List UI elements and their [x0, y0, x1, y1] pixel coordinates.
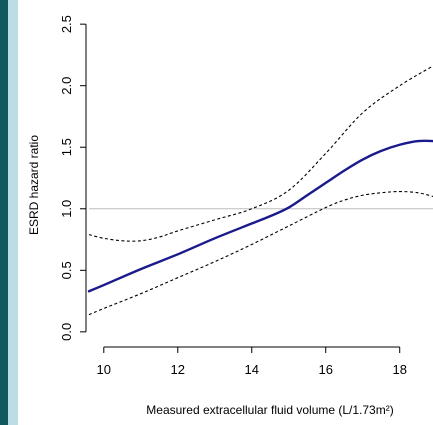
x-tick-label: 12 [171, 362, 185, 377]
x-tick-label: 18 [392, 362, 406, 377]
lower-ci-line [88, 190, 433, 316]
y-axis-title: ESRD hazard ratio [27, 135, 41, 235]
y-tick-label: 2.0 [59, 77, 74, 95]
y-tick-label: 1.5 [59, 138, 74, 156]
x-tick-label: 14 [245, 362, 259, 377]
y-tick-label: 1.0 [59, 200, 74, 218]
y-tick-label: 0.0 [59, 323, 74, 341]
x-tick-label: 10 [97, 362, 111, 377]
y-tick-label: 0.5 [59, 261, 74, 279]
hazard-ratio-curve [87, 139, 433, 293]
x-axis-title: Measured extracellular fluid volume (L/1… [146, 403, 393, 417]
upper-ci-line [88, 65, 433, 242]
x-tick-label: 16 [318, 362, 332, 377]
y-tick-label: 2.5 [59, 15, 74, 33]
frame-band-light [8, 0, 18, 425]
frame-band-dark [0, 0, 8, 425]
